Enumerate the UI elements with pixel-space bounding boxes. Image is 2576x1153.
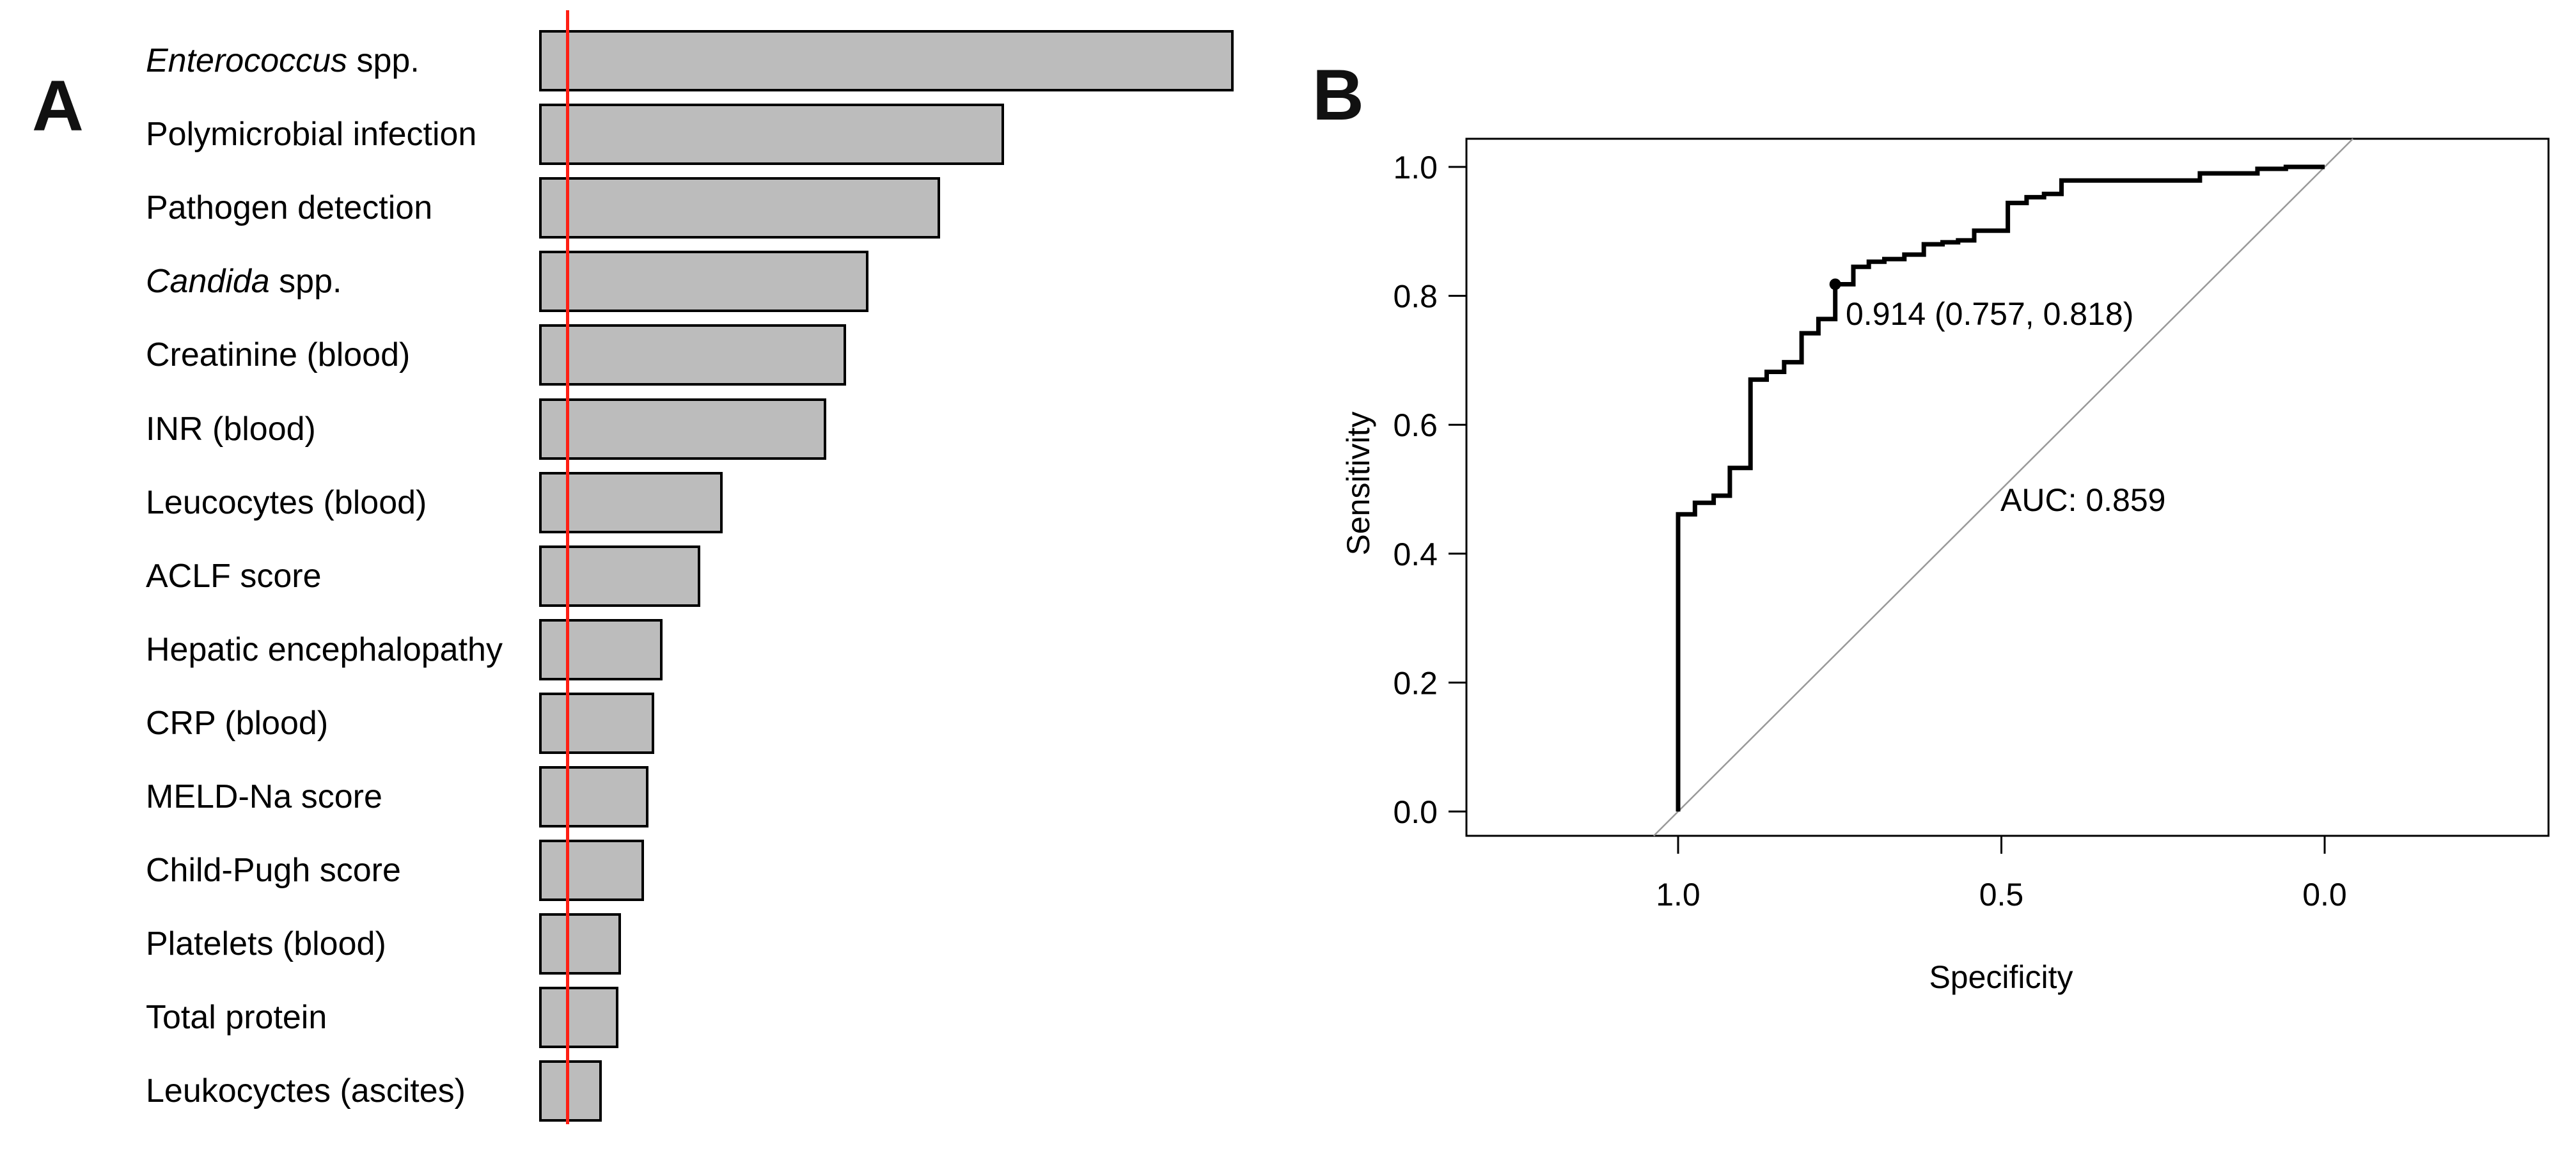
diagonal-line (1653, 138, 2354, 836)
bar-label: Enterococcus spp. (146, 42, 420, 79)
bar-label: Leucocytes (blood) (146, 484, 427, 521)
bar-label: MELD-Na score (146, 778, 382, 815)
bar-label: Hepatic encephalopathy (146, 631, 503, 668)
bar-label: Polymicrobial infection (146, 116, 477, 153)
y-axis-title: Sensitivity (1340, 411, 1376, 555)
cutoff-point-marker (1829, 278, 1841, 290)
bar-label: INR (blood) (146, 411, 316, 448)
bar-label: Child-Pugh score (146, 852, 401, 889)
roc-curve-path (1676, 164, 2325, 812)
bar-label: Pathogen detection (146, 189, 433, 226)
bar-label: Leukocyctes (ascites) (146, 1072, 466, 1110)
bar-label: Platelets (blood) (146, 925, 386, 962)
bar (539, 840, 644, 901)
x-tick-label: 0.0 (2302, 877, 2347, 913)
bar (539, 177, 940, 239)
x-axis-title: Specificity (1929, 959, 2073, 995)
bar (539, 766, 648, 827)
bar (539, 913, 621, 975)
plot-box (1465, 137, 2550, 837)
bar (539, 104, 1004, 165)
y-tick-label: 0.0 (1393, 794, 1438, 830)
y-tick-label: 0.8 (1393, 279, 1438, 315)
bar-label: ACLF score (146, 558, 322, 595)
y-tick-label: 1.0 (1393, 150, 1438, 185)
x-tick-label: 1.0 (1656, 877, 1700, 913)
bar (539, 30, 1234, 91)
plot-box-border (1465, 137, 2550, 837)
bar-label: Candida spp. (146, 263, 342, 300)
bar (539, 987, 618, 1048)
reference-line (566, 10, 569, 1124)
chance-diagonal-line (1653, 138, 2354, 836)
cutoff-annotation: 0.914 (0.757, 0.818) (1846, 296, 2134, 332)
bar (539, 324, 846, 386)
bar (539, 1060, 602, 1122)
bar (539, 472, 723, 533)
cutoff-dot (1829, 278, 1841, 290)
bar (539, 693, 654, 754)
y-tick-label: 0.6 (1393, 407, 1438, 443)
roc-curve (1676, 164, 2325, 812)
y-tick-label: 0.4 (1393, 537, 1438, 572)
x-tick-label: 0.5 (1979, 877, 2024, 913)
panel-b-title: B (1312, 55, 1364, 135)
bar (539, 251, 868, 312)
bar (539, 398, 826, 460)
bar-label: Total protein (146, 999, 327, 1036)
axis-ticks (1449, 166, 2326, 854)
auc-value-label: AUC: 0.859 (2000, 482, 2166, 518)
axis-tick-labels: 0.0 0.2 0.4 0.6 0.8 1.0 1.0 0.5 0.0 (1393, 150, 2346, 913)
bar-label: CRP (blood) (146, 705, 329, 742)
bar (539, 619, 663, 680)
bar-label: Creatinine (blood) (146, 336, 411, 373)
panel-a-title: A (32, 66, 84, 146)
y-tick-label: 0.2 (1393, 665, 1438, 701)
